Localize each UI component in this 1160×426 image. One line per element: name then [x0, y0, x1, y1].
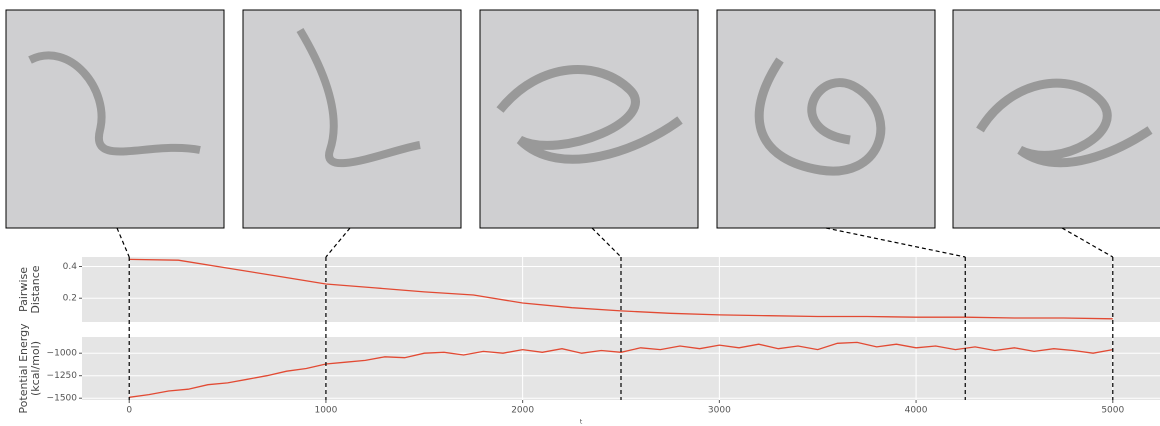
y-tick-label: −1000	[47, 349, 78, 359]
y-tick-label: 0.4	[63, 262, 78, 272]
x-tick-label: 1000	[314, 406, 337, 416]
snapshot-connector	[825, 227, 966, 258]
snapshot-image	[479, 9, 699, 229]
y-axis-label: Pairwise	[17, 267, 30, 312]
snapshot-panels	[5, 9, 1160, 229]
x-tick-label: 3000	[708, 406, 731, 416]
y-axis-label: (kcal/mol)	[29, 341, 42, 396]
backbone	[976, 78, 1153, 168]
x-tick-label: 0	[126, 406, 132, 416]
snapshot-image	[242, 9, 462, 229]
snapshot-connector	[1061, 227, 1114, 258]
y-tick-label: 0.2	[63, 294, 77, 304]
snapshot-connector	[325, 227, 351, 258]
x-axis-label: t	[580, 419, 583, 426]
snapshot-connector	[591, 227, 622, 258]
y-tick-label: −1500	[47, 394, 78, 404]
y-axis-label: Distance	[29, 265, 42, 313]
snapshot-image	[5, 9, 225, 229]
x-tick-label: 2000	[511, 406, 534, 416]
x-tick-label: 4000	[905, 406, 928, 416]
backbone	[296, 27, 421, 168]
y-tick-label: −1250	[47, 371, 78, 381]
backbone	[496, 65, 683, 164]
backbone	[28, 51, 201, 156]
snapshot-connector	[116, 227, 130, 258]
y-axis-label: Potential Energy	[17, 323, 30, 414]
series-line	[129, 341, 1113, 398]
snapshot-image	[716, 9, 936, 229]
x-tick-label: 5000	[1101, 406, 1124, 416]
backbone	[754, 57, 886, 176]
series-line	[129, 258, 1113, 320]
